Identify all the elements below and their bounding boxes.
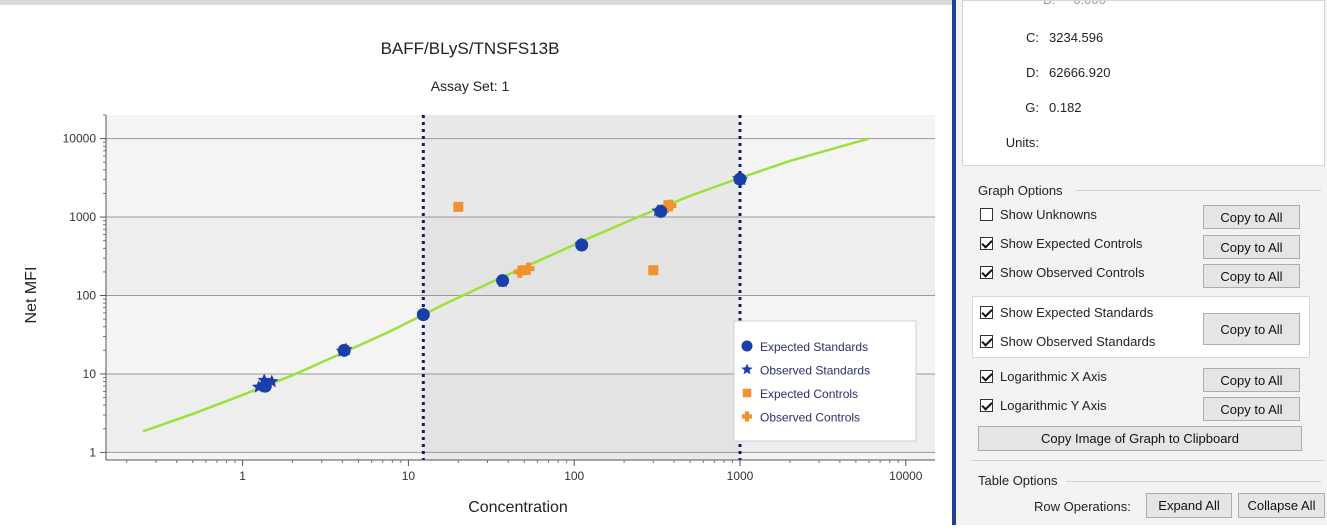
chart-title: BAFF/BLyS/TNSFS13B <box>381 39 560 58</box>
checkbox[interactable] <box>980 334 993 348</box>
option-label: Logarithmic X Axis <box>1000 368 1107 384</box>
legend: Expected Standards Observed Standards Expe… <box>733 320 917 442</box>
option-label: Show Observed Controls <box>1000 264 1145 280</box>
plus-marker <box>664 199 677 212</box>
graph-options-title: Graph Options <box>978 183 1063 198</box>
option-show-unknowns[interactable]: Show Unknowns <box>980 204 1097 224</box>
option-show-expected-standards[interactable]: Show Expected Standards <box>980 302 1153 322</box>
panel-divider[interactable] <box>952 0 956 525</box>
standard-curve-chart: 1 10 100 1000 10000 1 10 100 1000 10000 BAFF/BLyS… <box>23 39 935 516</box>
copy-image-to-clipboard-button[interactable]: Copy Image of Graph to Clipboard <box>978 426 1302 451</box>
chart-panel: 1 10 100 1000 10000 1 10 100 1000 10000 BAFF/BLyS… <box>0 0 952 516</box>
option-label: Show Unknowns <box>1000 206 1097 222</box>
y-tick-label: 10 <box>83 367 97 381</box>
param-value: 0.182 <box>1049 100 1082 115</box>
legend-plus-icon <box>741 411 753 422</box>
x-tick-label: 1000 <box>727 469 754 483</box>
clipped-parameter-row: B: 0.000 <box>1043 1 1243 9</box>
copy-to-all-button[interactable]: Copy to All <box>1203 397 1300 421</box>
legend-label: Observed Standards <box>760 364 870 378</box>
curve-parameters-box: B: 0.000 C: 3234.596 D: 62666.920 G: 0.1… <box>962 0 1325 166</box>
section-divider <box>972 460 1324 461</box>
copy-to-all-button[interactable]: Copy to All <box>1203 235 1300 259</box>
param-label: G: <box>1025 100 1039 115</box>
x-tick-label: 100 <box>564 469 584 483</box>
x-tick-label: 1 <box>239 469 246 483</box>
checkbox[interactable] <box>980 398 993 412</box>
valid-range-band <box>423 115 741 460</box>
circle-marker <box>416 308 430 322</box>
param-label: D: <box>1026 65 1039 80</box>
legend-label: Expected Standards <box>760 340 868 354</box>
table-options-title: Table Options <box>978 473 1058 488</box>
y-tick-label: 100 <box>76 289 96 303</box>
circle-marker <box>258 379 272 393</box>
checkbox[interactable] <box>980 305 993 319</box>
option-show-observed-controls[interactable]: Show Observed Controls <box>980 262 1145 282</box>
circle-marker <box>575 238 589 252</box>
option-label: Logarithmic Y Axis <box>1000 397 1107 413</box>
option-log-y-axis[interactable]: Logarithmic Y Axis <box>980 395 1106 415</box>
row-operations-label: Row Operations: <box>1034 499 1131 514</box>
circle-marker <box>733 172 747 186</box>
option-label: Show Observed Standards <box>1000 333 1156 349</box>
legend-circle-icon <box>741 340 753 352</box>
square-marker <box>453 201 464 212</box>
y-tick-label: 1000 <box>69 210 96 224</box>
copy-to-all-button[interactable]: Copy to All <box>1203 368 1300 392</box>
copy-standards-to-all-button[interactable]: Copy to All <box>1203 313 1300 345</box>
square-marker <box>648 265 659 276</box>
options-panel: B: 0.000 C: 3234.596 D: 62666.920 G: 0.1… <box>956 0 1327 525</box>
group-border <box>1066 481 1321 482</box>
checkbox[interactable] <box>980 369 993 383</box>
checkbox[interactable] <box>980 236 993 250</box>
option-log-x-axis[interactable]: Logarithmic X Axis <box>980 366 1107 386</box>
checkbox[interactable] <box>980 207 993 221</box>
param-value: 62666.920 <box>1049 65 1111 80</box>
copy-to-all-button[interactable]: Copy to All <box>1203 264 1300 288</box>
circle-marker <box>496 274 510 288</box>
x-tick-label: 10 <box>402 469 416 483</box>
param-label: Units: <box>1005 135 1039 150</box>
circle-marker <box>654 204 668 218</box>
plus-marker <box>522 262 535 275</box>
option-show-expected-controls[interactable]: Show Expected Controls <box>980 233 1142 253</box>
x-axis-label: Concentration <box>468 499 568 516</box>
option-label: Show Expected Controls <box>1000 235 1143 251</box>
x-tick-label: 10000 <box>889 469 923 483</box>
y-tick-label: 10000 <box>63 132 97 146</box>
plus-marker <box>513 265 526 278</box>
legend-star-icon <box>741 363 753 375</box>
legend-square-icon <box>742 388 752 398</box>
param-label: C: <box>1026 30 1039 45</box>
option-label: Show Expected Standards <box>1000 304 1154 320</box>
grid-band <box>106 217 935 295</box>
copy-to-all-button[interactable]: Copy to All <box>1203 205 1300 229</box>
group-border <box>1076 190 1321 191</box>
collapse-all-button[interactable]: Collapse All <box>1238 493 1325 518</box>
y-tick-label: 1 <box>89 445 96 459</box>
option-show-observed-standards[interactable]: Show Observed Standards <box>980 331 1155 351</box>
circle-marker <box>337 343 351 357</box>
legend-label: Expected Controls <box>760 387 858 401</box>
y-axis-label: Net MFI <box>23 267 40 324</box>
checkbox[interactable] <box>980 265 993 279</box>
param-value: 3234.596 <box>1049 30 1104 45</box>
chart-subtitle: Assay Set: 1 <box>431 78 510 94</box>
legend-label: Observed Controls <box>760 411 860 425</box>
expand-all-button[interactable]: Expand All <box>1146 493 1232 518</box>
